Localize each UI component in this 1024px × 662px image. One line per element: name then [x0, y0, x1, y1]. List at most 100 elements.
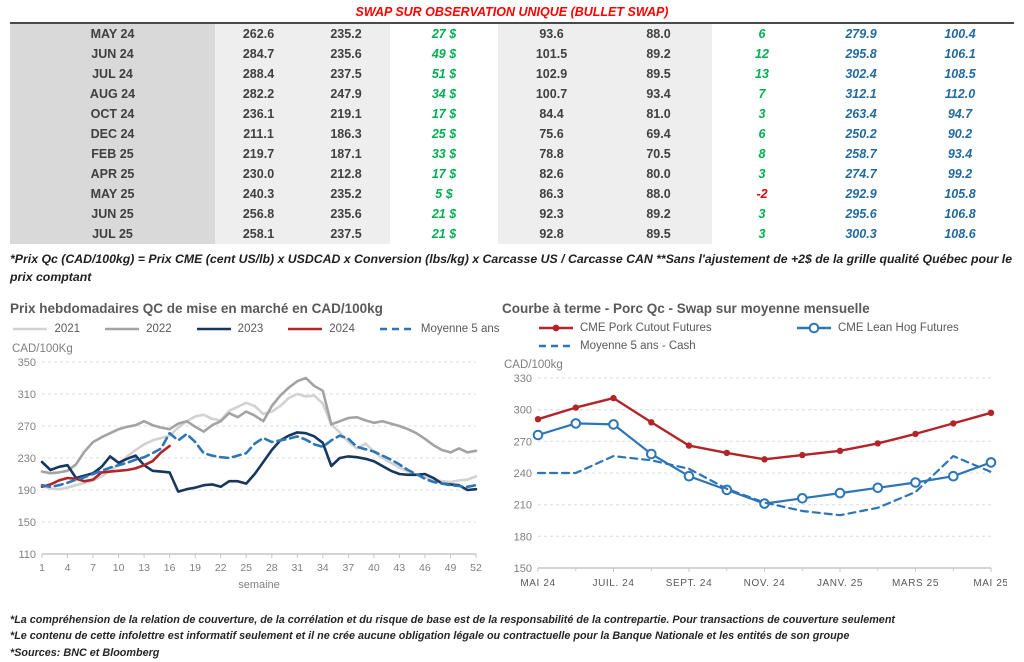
series-2024 [40, 444, 171, 488]
x-tick-label: 19 [189, 562, 201, 574]
table-cell: 33 $ [431, 147, 457, 161]
table-cell: 12 [755, 47, 769, 61]
series-cme-pork-cutout-futures [536, 396, 993, 461]
data-point [570, 417, 582, 429]
table-cell: 258.1 [215, 224, 302, 244]
legend-label: 2024 [329, 323, 355, 336]
table-cell: 258.7 [845, 147, 877, 161]
data-point [572, 404, 579, 411]
x-tick-label: 10 [113, 562, 125, 574]
x-tick-label: 52 [470, 562, 482, 574]
x-tick-label: 28 [266, 562, 278, 574]
table-cell: 108.6 [944, 227, 976, 241]
table-cell: 69.4 [605, 124, 712, 144]
table-cell-month: DEC 24 [10, 124, 215, 144]
data-point [610, 394, 617, 401]
data-point [723, 449, 730, 456]
x-tick-label: NOV. 24 [744, 578, 786, 589]
table-cell: 78.8 [498, 144, 605, 164]
table-cell: 93.4 [605, 84, 712, 104]
table-cell: 75.6 [498, 124, 605, 144]
legend-label: CME Lean Hog Futures [838, 321, 959, 334]
table-cell: 263.4 [845, 107, 877, 121]
table-cell: 219.7 [215, 144, 302, 164]
legend-item: 2023 [196, 321, 263, 337]
data-point [836, 447, 844, 454]
table-cell: 219.1 [302, 104, 390, 124]
y-tick-label: 210 [514, 499, 532, 511]
x-tick-label: 13 [138, 562, 150, 574]
data-point [985, 456, 997, 468]
legend-line-swatch [288, 327, 323, 331]
y-tick-label: 150 [18, 517, 36, 529]
charts-row: Prix hebdomadaires QC de mise en marché … [10, 301, 1014, 596]
weekly-price-plot: 110 150 190 230 270 310 350 1 4 7 10 13 16 19 22 25 28 31… [18, 357, 482, 591]
table-cell: 89.2 [605, 44, 712, 64]
legend-line-swatch [797, 322, 831, 333]
legend-label: Moyenne 5 ans - Cash [580, 339, 696, 352]
legend-line-swatch [196, 327, 231, 331]
x-tick-label: 34 [317, 562, 329, 574]
forward-chart-legend: CME Pork Cutout Futures CME Lean Hog Futu… [502, 320, 1014, 354]
x-tick-label: 43 [394, 562, 406, 574]
table-cell: 312.1 [845, 87, 877, 101]
data-point [534, 415, 542, 423]
legend-line-swatch [105, 327, 140, 331]
table-cell: 102.9 [498, 64, 605, 84]
table-cell: 92.3 [498, 204, 605, 224]
data-point [608, 418, 619, 430]
series-2023 [40, 430, 478, 493]
x-tick-label: 25 [240, 562, 252, 574]
forward-curve-plot: 150 180 210 240 270 300 330 MAI 24 JUIL. 24 SEPT.… [514, 373, 1007, 589]
swap-table: MAY 24 262.6 235.2 27 $93.6 88.0 6 279.9 100.4 J… [10, 22, 1014, 244]
table-cell: 3 [758, 167, 766, 181]
table-cell: 6 [758, 127, 766, 141]
x-tick-label: 46 [419, 562, 431, 574]
table-cell: 106.1 [944, 47, 976, 61]
weekly-chart-legend: 2021 2022 2023 2024 Moyenne 5 ans [10, 321, 502, 338]
data-point [910, 476, 921, 488]
legend-label: CME Pork Cutout Futures [580, 321, 712, 334]
legend-line-swatch [539, 324, 573, 332]
table-cell: 81.0 [605, 104, 712, 124]
table-cell: 108.5 [944, 67, 976, 81]
x-tick-label: 22 [215, 562, 227, 574]
data-point [834, 487, 846, 499]
data-point [872, 482, 884, 493]
table-cell: 21 $ [431, 207, 457, 221]
x-tick-label: 4 [65, 562, 71, 574]
table-cell: 89.2 [605, 204, 712, 224]
table-cell: -2 [756, 187, 768, 201]
series-moyenne-5-ans [40, 431, 478, 488]
table-cell: 49 $ [431, 47, 457, 61]
table-cell: 230.0 [215, 164, 302, 184]
table-cell: 274.7 [845, 167, 877, 181]
table-cell: 25 $ [431, 127, 457, 141]
data-point [987, 409, 995, 416]
table-cell: 235.6 [302, 44, 390, 64]
x-tick-label: JUIL. 24 [592, 578, 634, 589]
table-cell: 186.3 [302, 124, 390, 144]
table-cell: 284.7 [215, 44, 302, 64]
table-cell-month: OCT 24 [10, 104, 215, 124]
legend-label: Moyenne 5 ans [420, 323, 500, 336]
table-cell: 51 $ [431, 67, 457, 81]
table-cell: 262.6 [215, 24, 302, 44]
table-cell: 34 $ [431, 87, 457, 101]
table-cell: 7 [758, 87, 766, 101]
table-cell: 235.6 [302, 204, 390, 224]
table-cell: 82.6 [498, 164, 605, 184]
x-tick-label: MARS 25 [892, 578, 939, 589]
table-cell: 88.0 [605, 24, 712, 44]
series-moyenne-5-ans-cash [536, 454, 993, 516]
table-cell: 89.5 [605, 224, 712, 244]
table-cell: 256.8 [215, 204, 302, 224]
table-cell: 89.5 [605, 64, 712, 84]
table-cell: 235.2 [302, 24, 390, 44]
table-cell: 13 [755, 67, 769, 81]
table-cell: 5 $ [435, 187, 453, 201]
table-cell: 3 [758, 207, 766, 221]
x-tick-label: 49 [445, 562, 457, 574]
data-point [532, 429, 544, 440]
table-cell: 279.9 [845, 27, 877, 41]
